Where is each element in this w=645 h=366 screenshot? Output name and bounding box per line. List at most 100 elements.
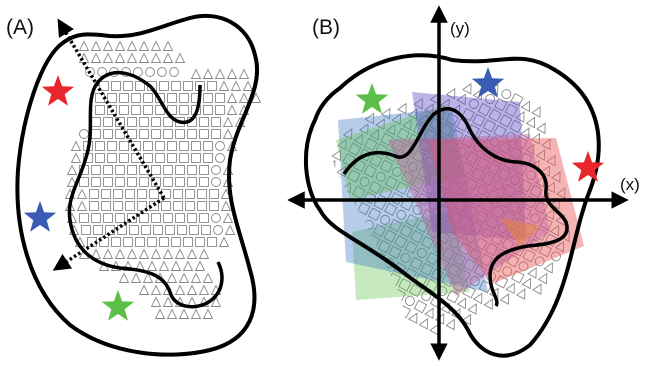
square-symbol	[187, 213, 197, 223]
square-symbol	[127, 165, 137, 175]
triangle-symbol	[532, 283, 542, 295]
panel-a-axis-up-arrow	[57, 18, 166, 199]
square-symbol	[203, 93, 213, 103]
triangle-symbol	[238, 92, 250, 103]
panel-a-outer-boundary	[15, 13, 259, 357]
square-symbol	[151, 117, 161, 127]
square-symbol	[509, 119, 523, 134]
triangle-symbol	[138, 40, 150, 51]
square-symbol	[179, 153, 189, 163]
square-symbol	[462, 285, 476, 299]
triangle-symbol	[138, 284, 150, 295]
panel-a-label: (A)	[6, 16, 34, 39]
circle-symbol	[388, 301, 399, 311]
square-symbol	[513, 162, 528, 177]
square-symbol	[185, 201, 195, 211]
triangle-symbol	[210, 296, 222, 307]
square-symbol	[494, 97, 508, 112]
circle-symbol	[408, 161, 419, 172]
square-symbol	[539, 217, 553, 231]
square-symbol	[151, 129, 161, 139]
square-symbol	[187, 165, 197, 175]
square-symbol	[396, 127, 411, 142]
triangle-symbol	[78, 40, 90, 51]
triangle-symbol	[467, 303, 477, 315]
square-symbol	[151, 213, 161, 223]
triangle-symbol	[166, 308, 178, 319]
square-symbol	[175, 213, 185, 223]
square-symbol	[452, 252, 466, 266]
square-symbol	[415, 219, 430, 233]
square-symbol	[460, 161, 474, 175]
plane-orange	[500, 218, 540, 246]
square-symbol	[95, 141, 105, 151]
square-symbol	[454, 172, 468, 186]
square-symbol	[79, 213, 89, 223]
square-symbol	[369, 153, 383, 168]
square-symbol	[93, 225, 103, 235]
triangle-symbol	[543, 262, 553, 274]
triangle-symbol	[525, 116, 536, 129]
triangle-symbol	[218, 236, 230, 247]
square-symbol	[115, 165, 125, 175]
square-symbol	[119, 141, 129, 151]
square-symbol	[522, 248, 536, 263]
square-symbol	[393, 235, 408, 249]
square-symbol	[410, 230, 424, 244]
circle-symbol	[514, 218, 525, 229]
green-star-icon	[355, 83, 389, 114]
square-symbol	[163, 177, 173, 187]
square-symbol	[183, 81, 193, 91]
triangle-symbol	[114, 248, 126, 259]
square-symbol	[187, 177, 197, 187]
triangle-symbol	[551, 171, 561, 183]
triangle-symbol	[238, 68, 250, 79]
square-symbol	[195, 237, 205, 247]
square-symbol	[113, 189, 123, 199]
square-symbol	[409, 256, 423, 271]
circle-symbol	[530, 213, 541, 224]
triangle-symbol	[222, 128, 234, 139]
square-symbol	[347, 142, 362, 156]
triangle-symbol	[186, 248, 198, 259]
circle-symbol	[526, 170, 537, 181]
square-symbol	[388, 245, 402, 259]
triangle-symbol	[76, 200, 88, 211]
triangle-symbol	[174, 52, 186, 63]
triangle-symbol	[514, 111, 525, 123]
triangle-symbol	[226, 104, 238, 115]
square-symbol	[478, 280, 493, 294]
square-symbol	[111, 237, 121, 247]
square-symbol	[523, 222, 537, 236]
square-symbol	[488, 108, 502, 122]
square-symbol	[203, 141, 213, 151]
square-symbol	[487, 162, 501, 176]
circle-symbol	[489, 137, 500, 148]
square-symbol	[398, 278, 412, 292]
square-symbol	[411, 176, 425, 190]
square-symbol	[103, 177, 113, 187]
square-symbol	[103, 129, 113, 139]
triangle-symbol	[380, 107, 391, 120]
square-symbol	[149, 189, 159, 199]
square-symbol	[458, 215, 473, 229]
triangle-symbol	[66, 176, 78, 187]
square-symbol	[485, 215, 500, 230]
square-symbol	[127, 213, 137, 223]
square-symbol	[143, 93, 153, 103]
square-symbol	[81, 225, 91, 235]
triangle-symbol	[407, 108, 418, 121]
square-symbol	[514, 136, 528, 150]
circle-symbol	[493, 180, 504, 191]
square-symbol	[137, 189, 147, 199]
square-symbol	[101, 201, 111, 211]
square-symbol	[143, 105, 153, 115]
square-symbol	[107, 153, 117, 163]
square-symbol	[135, 81, 145, 91]
triangle-symbol	[178, 272, 190, 283]
triangle-symbol	[218, 80, 230, 91]
square-symbol	[372, 223, 387, 238]
triangle-symbol	[90, 52, 102, 63]
square-symbol	[115, 117, 125, 127]
square-symbol	[490, 232, 505, 246]
